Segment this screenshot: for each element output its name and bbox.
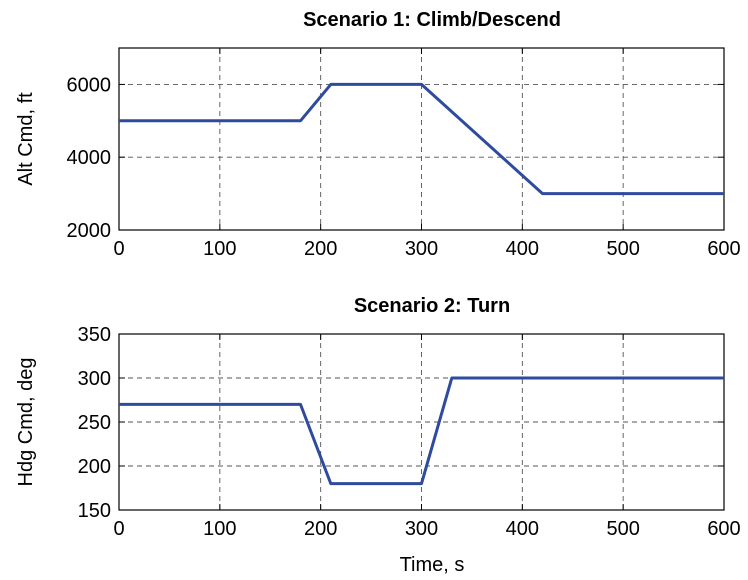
x-tick-label: 200 <box>304 238 337 260</box>
chart-scenario-1: Scenario 1: Climb/Descend Alt Cmd, ft 0 1… <box>15 9 741 260</box>
chart-title: Scenario 1: Climb/Descend <box>303 9 561 31</box>
x-tick-label: 100 <box>203 518 236 540</box>
x-tick-label: 0 <box>113 238 124 260</box>
y-tick-label: 250 <box>78 412 111 434</box>
y-tick-label: 200 <box>78 456 111 478</box>
x-tick-label: 500 <box>606 238 639 260</box>
y-tick-label: 300 <box>78 368 111 390</box>
x-tick-label: 300 <box>405 518 438 540</box>
x-tick-label: 0 <box>113 518 124 540</box>
x-tick-label: 500 <box>606 518 639 540</box>
y-tick-label: 4000 <box>67 147 112 169</box>
y-axis-label: Alt Cmd, ft <box>15 92 37 186</box>
series-line <box>119 82 724 196</box>
y-axis-label: Hdg Cmd, deg <box>15 358 37 487</box>
x-tick-label: 400 <box>506 238 539 260</box>
x-tick-label: 400 <box>506 518 539 540</box>
y-tick-label: 6000 <box>67 74 112 96</box>
series-line <box>119 376 724 486</box>
x-tick-label: 100 <box>203 238 236 260</box>
chart-title: Scenario 2: Turn <box>354 295 510 317</box>
y-tick-label: 150 <box>78 500 111 522</box>
x-tick-label: 300 <box>405 238 438 260</box>
y-tick-label: 2000 <box>67 220 112 242</box>
y-tick-label: 350 <box>78 324 111 346</box>
x-tick-label: 600 <box>707 238 740 260</box>
x-tick-label: 200 <box>304 518 337 540</box>
x-tick-label: 600 <box>707 518 740 540</box>
x-axis-label: Time, s <box>400 554 465 576</box>
